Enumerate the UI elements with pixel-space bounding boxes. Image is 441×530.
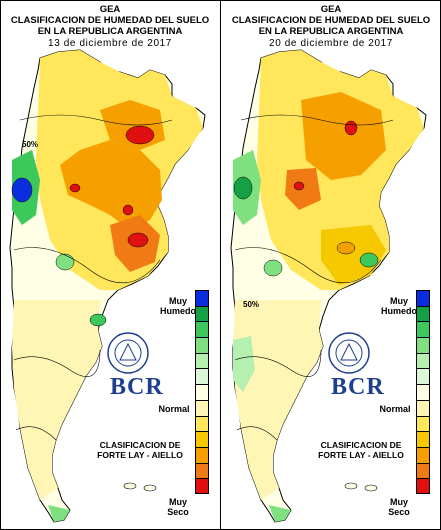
map-panel-week1: GEA CLASIFICACION DE HUMEDAD DEL SUELO E…: [0, 0, 220, 530]
soil-zone-south: [233, 300, 323, 500]
legend-swatch: [416, 321, 430, 338]
legend-label-wet: Muy Humedo: [381, 296, 417, 316]
legend-swatch: [416, 415, 430, 432]
legend-label-wet: Muy Humedo: [160, 296, 196, 316]
bcr-logo-text: BCR: [331, 374, 385, 400]
map-date: 13 de diciembre de 2017: [48, 38, 172, 49]
bcr-seal-inner: [114, 339, 142, 367]
panel-divider: [220, 0, 221, 530]
isoline-2: [13, 247, 161, 284]
isoline-4: [15, 426, 57, 441]
method-label: CLASIFICACION DE FORTE LAY - AIELLO: [97, 440, 183, 460]
header-title: CLASIFICACION DE HUMEDAD DEL SUELO: [10, 15, 210, 26]
soil-zone-dry-north: [301, 92, 386, 180]
header-subtitle: EN LA REPUBLICA ARGENTINA: [258, 26, 404, 37]
contour-label: 50%: [22, 140, 39, 149]
wet-spot-coast: [359, 252, 379, 268]
method-label: CLASIFICACION DE FORTE LAY - AIELLO: [318, 440, 404, 460]
very-dry-spot-4: [122, 204, 134, 216]
very-dry-spot-2: [293, 181, 305, 191]
isoline-3: [13, 349, 101, 377]
legend-swatch: [416, 368, 430, 385]
soil-zone-dry-center: [60, 140, 162, 230]
header-gea: GEA: [99, 4, 121, 15]
color-legend: [416, 290, 430, 494]
legend-label-normal: Normal: [158, 404, 190, 414]
legend-swatch: [416, 352, 430, 369]
wet-spot-central: [55, 253, 75, 271]
bcr-seal: [328, 332, 370, 374]
legend-swatch: [195, 290, 209, 306]
header-subtitle: EN LA REPUBLICA ARGENTINA: [37, 26, 183, 37]
very-dry-spot-1: [125, 125, 155, 145]
very-dry-spot-2: [127, 232, 149, 248]
bcr-seal-emblem: [119, 342, 137, 361]
legend-swatch: [416, 337, 430, 353]
wet-spot-coast: [89, 313, 107, 327]
soil-zone-wet-south: [233, 336, 255, 392]
argentina-map-week2: [230, 49, 427, 523]
soil-zone-wet-tip: [269, 505, 291, 522]
legend-swatch: [416, 446, 430, 463]
legend-swatch: [195, 305, 209, 322]
legend-swatch: [416, 290, 430, 306]
legend-swatch: [195, 431, 209, 447]
bcr-seal: [107, 332, 149, 374]
header-title: CLASIFICACION DE HUMEDAD DEL SUELO: [231, 15, 431, 26]
very-dry-spot-1: [344, 120, 358, 136]
legend-swatch: [195, 399, 209, 416]
legend-swatch: [195, 352, 209, 369]
legend-label-dry: Muy Seco: [388, 497, 410, 517]
argentina-map-week1: [9, 49, 206, 523]
legend-swatch: [416, 478, 430, 494]
island-1: [344, 482, 358, 490]
soil-zone-moderate-east: [321, 225, 386, 285]
isoline-4: [236, 426, 278, 441]
isoline-1: [240, 114, 394, 126]
isoline-2: [234, 247, 382, 284]
isoline-1: [19, 114, 173, 126]
bcr-seal-inner: [335, 339, 363, 367]
legend-swatch: [195, 462, 209, 479]
color-legend: [195, 290, 209, 494]
very-wet-spot: [11, 177, 33, 203]
dry-spot-east: [336, 241, 356, 255]
legend-swatch: [195, 446, 209, 463]
legend-swatch: [195, 321, 209, 338]
legend-swatch: [416, 431, 430, 447]
legend-label-dry: Muy Seco: [167, 497, 189, 517]
isoline-3: [234, 349, 322, 377]
soil-zone-dry-center: [285, 168, 321, 210]
contour-label: 50%: [243, 300, 260, 309]
legend-swatch: [195, 337, 209, 353]
wet-spot-central: [263, 259, 283, 277]
legend-swatch: [195, 384, 209, 400]
bcr-seal-emblem: [340, 342, 358, 361]
soil-zone-south: [12, 300, 102, 500]
legend-swatch: [416, 399, 430, 416]
legend-swatch: [195, 415, 209, 432]
map-panel-week2: GEA CLASIFICACION DE HUMEDAD DEL SUELO E…: [221, 0, 441, 530]
legend-label-normal: Normal: [379, 404, 411, 414]
legend-swatch: [416, 305, 430, 322]
island-2: [364, 484, 378, 492]
map-date: 20 de diciembre de 2017: [269, 38, 393, 49]
legend-swatch: [416, 384, 430, 400]
island-2: [143, 484, 157, 492]
island-1: [123, 482, 137, 490]
soil-zone-wet-tip: [48, 505, 70, 522]
legend-swatch: [416, 462, 430, 479]
wet-spot-west: [233, 176, 253, 200]
header-gea: GEA: [320, 4, 342, 15]
bcr-logo-text: BCR: [110, 374, 164, 400]
legend-swatch: [195, 368, 209, 385]
very-dry-spot-3: [69, 183, 81, 193]
legend-swatch: [195, 478, 209, 494]
